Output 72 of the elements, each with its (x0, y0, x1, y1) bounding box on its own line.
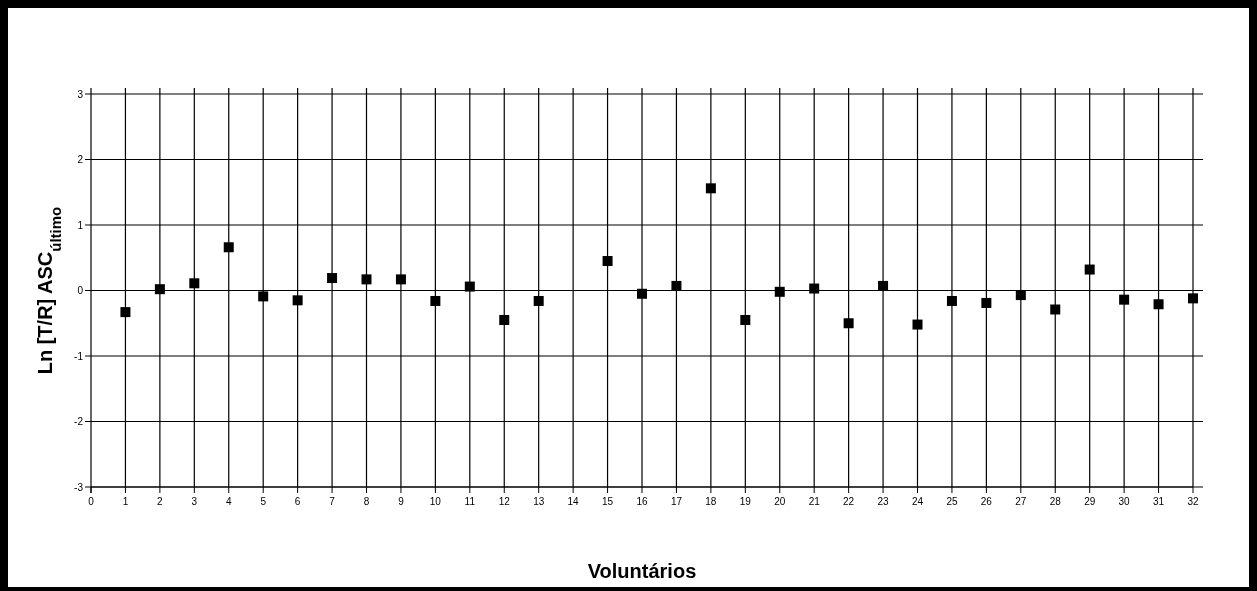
point (671, 280, 682, 291)
point (499, 314, 510, 325)
point (946, 295, 957, 306)
point (878, 280, 889, 291)
x-tick-label: 2 (157, 496, 164, 507)
point (1119, 294, 1130, 305)
x-tick-label: 21 (808, 496, 821, 507)
x-tick-label: 25 (946, 496, 958, 507)
x-tick-label: 30 (1118, 496, 1131, 507)
x-tick-label: 0 (88, 496, 95, 507)
x-tick-label: 5 (260, 496, 267, 507)
point (464, 281, 475, 292)
point (774, 286, 785, 297)
x-tick-label: 20 (774, 496, 786, 507)
x-tick-label: 18 (705, 496, 717, 507)
x-tick-label: 24 (911, 496, 924, 507)
x-tick-label: 14 (567, 496, 580, 507)
x-tick-label: 9 (398, 496, 405, 507)
x-tick-label: 19 (739, 496, 752, 507)
point (740, 314, 751, 325)
point (223, 242, 234, 253)
y-tick-label: -3 (74, 481, 84, 493)
point (602, 256, 613, 267)
x-tick-label: 13 (533, 496, 545, 507)
point (1050, 304, 1061, 315)
x-tick-label: 15 (602, 496, 614, 507)
point (120, 307, 131, 318)
point (637, 288, 647, 299)
point (361, 274, 372, 285)
x-tick-label: 22 (843, 496, 855, 507)
point (1153, 299, 1164, 310)
x-tick-label: 6 (294, 496, 301, 507)
point (258, 291, 269, 302)
point (327, 273, 338, 284)
point (1084, 264, 1095, 275)
x-tick-label: 3 (191, 496, 198, 507)
x-tick-label: 11 (464, 496, 476, 507)
x-tick-label: 17 (670, 496, 683, 507)
x-tick-label: 8 (363, 496, 370, 507)
x-axis-title: Voluntários (587, 560, 697, 582)
point (189, 278, 200, 289)
point (705, 183, 716, 194)
y-tick-label: -2 (74, 416, 84, 427)
point (533, 295, 544, 306)
point (430, 295, 441, 306)
point (1188, 293, 1198, 304)
point (809, 283, 820, 294)
x-tick-label: 32 (1187, 496, 1199, 507)
point (395, 274, 406, 285)
point (154, 284, 165, 295)
x-tick-label: 26 (980, 496, 993, 507)
y-tick-label: 0 (77, 285, 84, 296)
x-tick-label: 31 (1153, 496, 1165, 507)
x-tick-label: 23 (877, 496, 890, 507)
y-tick-label: -1 (74, 350, 84, 362)
x-tick-label: 12 (498, 496, 511, 507)
x-tick-label: 16 (636, 496, 648, 507)
point (981, 297, 992, 308)
x-tick-label: 10 (429, 496, 442, 507)
point (292, 295, 303, 306)
y-tick-label: 2 (77, 154, 84, 165)
y-tick-label: 3 (77, 88, 84, 100)
x-tick-label: 29 (1084, 496, 1096, 507)
point (1015, 290, 1026, 301)
x-tick-label: 4 (225, 496, 232, 507)
x-tick-label: 28 (1049, 496, 1062, 507)
y-tick-label: 1 (77, 219, 84, 231)
x-tick-label: 27 (1015, 496, 1027, 507)
x-tick-label: 1 (122, 496, 129, 507)
x-tick-label: 7 (329, 496, 336, 507)
point (912, 319, 923, 330)
point (843, 318, 854, 329)
